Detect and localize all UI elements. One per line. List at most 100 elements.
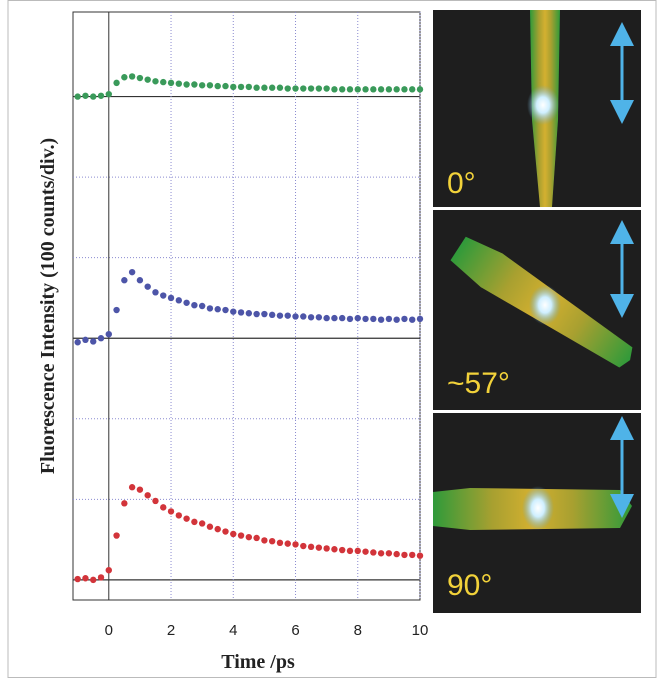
- data-point: [268, 84, 276, 91]
- data-point: [346, 547, 354, 555]
- data-point: [167, 294, 175, 302]
- data-point: [393, 550, 400, 558]
- data-point: [160, 78, 167, 86]
- data-point: [167, 79, 175, 87]
- data-point: [416, 86, 424, 93]
- data-point: [268, 538, 276, 545]
- data-point: [276, 312, 284, 319]
- data-point: [237, 83, 245, 91]
- data-point: [409, 86, 416, 93]
- data-point: [191, 301, 198, 309]
- data-point: [144, 283, 151, 290]
- photo-label: 0°: [447, 167, 476, 200]
- data-point: [74, 575, 81, 583]
- data-point: [97, 574, 105, 581]
- x-tick-label: 0: [105, 622, 113, 639]
- data-point: [198, 82, 206, 89]
- data-point: [253, 84, 260, 91]
- data-point: [307, 314, 315, 321]
- data-point: [97, 92, 105, 99]
- data-point: [261, 310, 268, 318]
- data-point: [253, 534, 260, 542]
- data-point: [276, 539, 284, 547]
- data-point: [105, 566, 112, 574]
- data-point: [230, 308, 237, 315]
- data-point: [128, 268, 136, 276]
- data-point: [362, 548, 369, 555]
- x-axis-label: Time /ps: [221, 651, 295, 673]
- data-point: [307, 85, 315, 92]
- data-point: [377, 550, 385, 557]
- data-point: [338, 314, 346, 322]
- data-point: [128, 73, 136, 80]
- data-point: [331, 86, 338, 93]
- data-point: [323, 545, 330, 552]
- data-point: [416, 552, 424, 559]
- photo-label: 90°: [447, 569, 492, 602]
- data-point: [401, 315, 408, 323]
- data-point: [113, 532, 120, 539]
- data-point: [346, 86, 354, 93]
- data-point: [136, 74, 144, 82]
- data-point: [175, 80, 183, 87]
- data-point: [82, 575, 89, 582]
- data-point: [82, 92, 89, 99]
- data-point: [198, 520, 206, 527]
- data-point: [113, 79, 120, 87]
- data-point: [315, 314, 323, 321]
- data-point: [377, 316, 385, 323]
- data-point: [97, 335, 105, 342]
- x-tick-label: 4: [229, 622, 237, 639]
- data-point: [346, 315, 354, 323]
- data-point: [222, 528, 229, 535]
- data-point: [370, 315, 377, 323]
- data-point: [136, 277, 144, 284]
- data-point: [152, 289, 159, 296]
- data-point: [160, 504, 167, 511]
- data-point: [362, 315, 369, 323]
- data-point: [385, 550, 393, 557]
- data-point: [121, 277, 128, 284]
- data-point: [237, 309, 245, 316]
- data-point: [284, 85, 291, 92]
- data-point: [105, 90, 112, 98]
- data-point: [377, 86, 385, 93]
- data-point: [261, 84, 268, 91]
- data-point: [393, 86, 400, 93]
- data-point: [268, 311, 276, 319]
- data-point: [370, 86, 377, 93]
- data-point: [183, 299, 190, 306]
- data-point: [385, 315, 393, 323]
- data-point: [292, 85, 299, 92]
- data-point: [90, 93, 97, 100]
- data-point: [214, 525, 221, 533]
- data-point: [338, 86, 346, 93]
- data-point: [160, 292, 167, 299]
- data-point: [300, 542, 307, 550]
- plot-frame: [72, 11, 421, 601]
- x-tick-label: 8: [354, 622, 362, 639]
- data-point: [409, 551, 416, 559]
- data-point: [113, 306, 120, 314]
- data-point: [292, 313, 299, 320]
- data-point: [315, 544, 323, 551]
- data-point: [206, 305, 214, 312]
- data-point: [222, 82, 229, 90]
- data-point: [409, 316, 416, 323]
- data-point: [152, 78, 159, 85]
- data-point: [354, 86, 361, 93]
- data-point: [183, 81, 190, 88]
- data-point: [354, 547, 361, 555]
- x-tick-label: 6: [291, 622, 299, 639]
- data-point: [167, 508, 175, 515]
- data-point: [175, 512, 183, 519]
- data-point: [300, 313, 307, 320]
- data-point: [416, 315, 424, 323]
- data-point: [237, 532, 245, 539]
- data-point: [354, 314, 361, 322]
- data-point: [331, 314, 338, 322]
- data-point: [300, 85, 307, 92]
- data-point: [401, 86, 408, 93]
- data-point: [323, 85, 330, 92]
